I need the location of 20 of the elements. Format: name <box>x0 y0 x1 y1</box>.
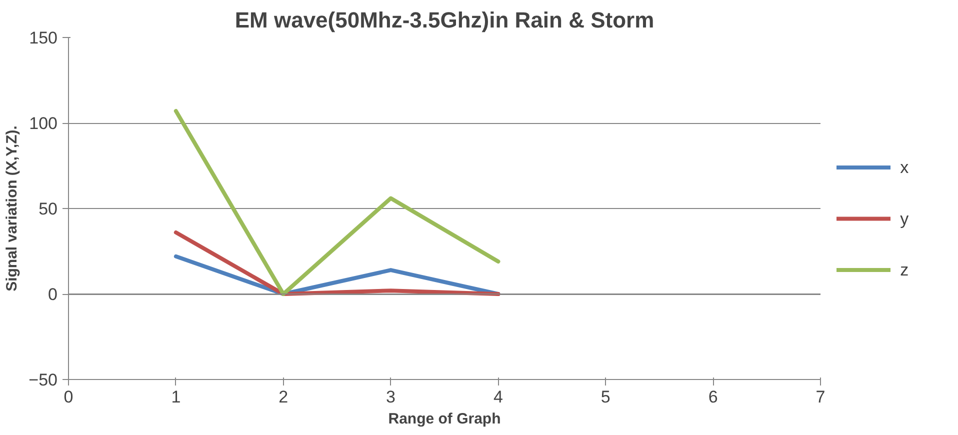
legend-label: y <box>900 209 910 228</box>
line-series <box>174 109 500 296</box>
x-tick-label: 4 <box>493 388 503 406</box>
x-tick-label: 1 <box>171 388 181 406</box>
x-tick-label: 7 <box>816 388 826 406</box>
y-tick-label: 50 <box>38 200 58 218</box>
x-tick-label: 2 <box>278 388 288 406</box>
legend-label: x <box>900 158 910 177</box>
y-axis-title: Signal variation (X,Y,Z). <box>4 126 21 292</box>
x-tick-label: 6 <box>708 388 718 406</box>
y-tick-label: 150 <box>29 28 58 48</box>
y-tick-label: 100 <box>29 114 58 133</box>
x-tick-label: 3 <box>386 388 396 406</box>
legend-label: z <box>900 260 909 280</box>
x-tick-label: 5 <box>600 388 610 406</box>
chart-title: EM wave(50Mhz-3.5Ghz)in Rain & Storm <box>234 8 654 32</box>
y-tick-label: −50 <box>28 370 58 390</box>
y-tick-label: 0 <box>48 285 58 304</box>
x-tick-label: 0 <box>64 388 74 406</box>
x-axis-title: Range of Graph <box>388 410 501 428</box>
